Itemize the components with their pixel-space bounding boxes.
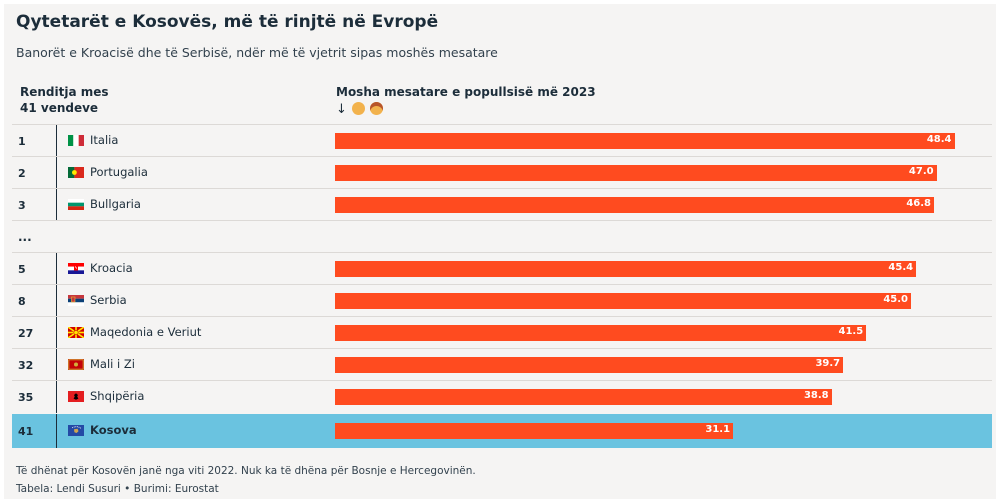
- table-row: 5 Kroacia 45.4: [12, 252, 992, 285]
- rank-value: 3: [18, 199, 26, 212]
- country-name: Kosova: [90, 423, 137, 437]
- flag-pt-icon: [68, 167, 84, 178]
- table-row: 2 Portugalia 47.0: [12, 156, 992, 189]
- bar: 41.5: [335, 325, 867, 341]
- bar-value-label: 31.1: [705, 424, 731, 435]
- country-name: Bullgaria: [90, 197, 141, 211]
- table-row: 35 Shqipëria 38.8: [12, 380, 992, 413]
- bar: 45.4: [335, 261, 917, 277]
- column-divider: [56, 189, 57, 221]
- table-row: 41 Kosova 31.1: [12, 414, 992, 448]
- flag-rs-icon: [68, 295, 84, 306]
- flag-hr-icon: [68, 263, 84, 274]
- flag-bg-icon: [68, 199, 84, 210]
- bar: 47.0: [335, 165, 937, 181]
- rank-value: 41: [18, 425, 34, 438]
- flag-xk-icon: [68, 425, 84, 436]
- flag-it-icon: [68, 135, 84, 146]
- rank-column-header: Renditja mes 41 vendeve: [20, 84, 140, 116]
- flag-me-icon: [68, 359, 84, 370]
- country-name: Maqedonia e Veriut: [90, 325, 202, 339]
- rank-value: 35: [18, 391, 34, 404]
- chart-title: Qytetarët e Kosovës, më të rinjtë në Evr…: [16, 12, 439, 32]
- bar-value-label: 47.0: [908, 166, 934, 177]
- sort-arrow-icon: ↓: [336, 102, 347, 117]
- bar: 46.8: [335, 197, 935, 213]
- age-column-header: Mosha mesatare e popullsisë më 2023: [336, 85, 596, 99]
- table-row: 32 Mali i Zi 39.7: [12, 348, 992, 381]
- rows-ellipsis: ...: [18, 230, 32, 244]
- footnote: Të dhënat për Kosovën janë nga viti 2022…: [16, 465, 476, 477]
- rank-value: 8: [18, 295, 26, 308]
- column-divider: [56, 381, 57, 413]
- table-row: 3 Bullgaria 46.8: [12, 188, 992, 221]
- bar-value-label: 39.7: [815, 358, 841, 369]
- row-separator: [12, 220, 992, 221]
- table-row: 8 Serbia 45.0: [12, 284, 992, 317]
- chart-card: Qytetarët e Kosovës, më të rinjtë në Evr…: [4, 4, 996, 499]
- rank-value: 32: [18, 359, 34, 372]
- column-divider: [56, 349, 57, 381]
- country-name: Mali i Zi: [90, 357, 135, 371]
- column-divider: [56, 285, 57, 317]
- bar-value-label: 45.0: [883, 294, 908, 305]
- bar: 45.0: [335, 293, 911, 309]
- bar-value-label: 41.5: [838, 326, 864, 337]
- bar: 38.8: [335, 389, 832, 405]
- bar: 39.7: [335, 357, 844, 373]
- rank-value: 2: [18, 167, 26, 180]
- bar-value-label: 45.4: [888, 262, 914, 273]
- column-divider: [56, 414, 57, 448]
- flag-al-icon: [68, 391, 84, 402]
- country-name: Italia: [90, 133, 119, 147]
- rank-header-line2: 41 vendeve: [20, 101, 99, 115]
- sort-indicator: ↓: [336, 102, 384, 117]
- flag-mk-icon: [68, 327, 84, 338]
- rank-value: 5: [18, 263, 26, 276]
- chart-subtitle: Banorët e Kroacisë dhe të Serbisë, ndër …: [16, 45, 498, 60]
- country-name: Shqipëria: [90, 389, 145, 403]
- man-face-icon: [352, 102, 366, 115]
- table-row: 27 Maqedonia e Veriut 41.5: [12, 316, 992, 349]
- table-row: 1 Italia 48.4: [12, 124, 992, 157]
- column-divider: [56, 253, 57, 285]
- country-name: Kroacia: [90, 261, 133, 275]
- column-divider: [56, 125, 57, 157]
- rank-value: 27: [18, 327, 34, 340]
- woman-face-icon: [370, 102, 384, 115]
- row-separator: [12, 252, 992, 253]
- country-name: Portugalia: [90, 165, 148, 179]
- column-divider: [56, 157, 57, 189]
- column-divider: [56, 317, 57, 349]
- rank-value: 1: [18, 135, 26, 148]
- bar: 48.4: [335, 133, 955, 149]
- bar-value-label: 38.8: [803, 390, 829, 401]
- bar-value-label: 48.4: [926, 134, 952, 145]
- source-credit: Tabela: Lendi Susuri • Burimi: Eurostat: [16, 483, 219, 495]
- country-name: Serbia: [90, 293, 127, 307]
- bar: 31.1: [335, 423, 734, 439]
- rank-header-line1: Renditja mes: [20, 85, 109, 99]
- bar-value-label: 46.8: [906, 198, 932, 209]
